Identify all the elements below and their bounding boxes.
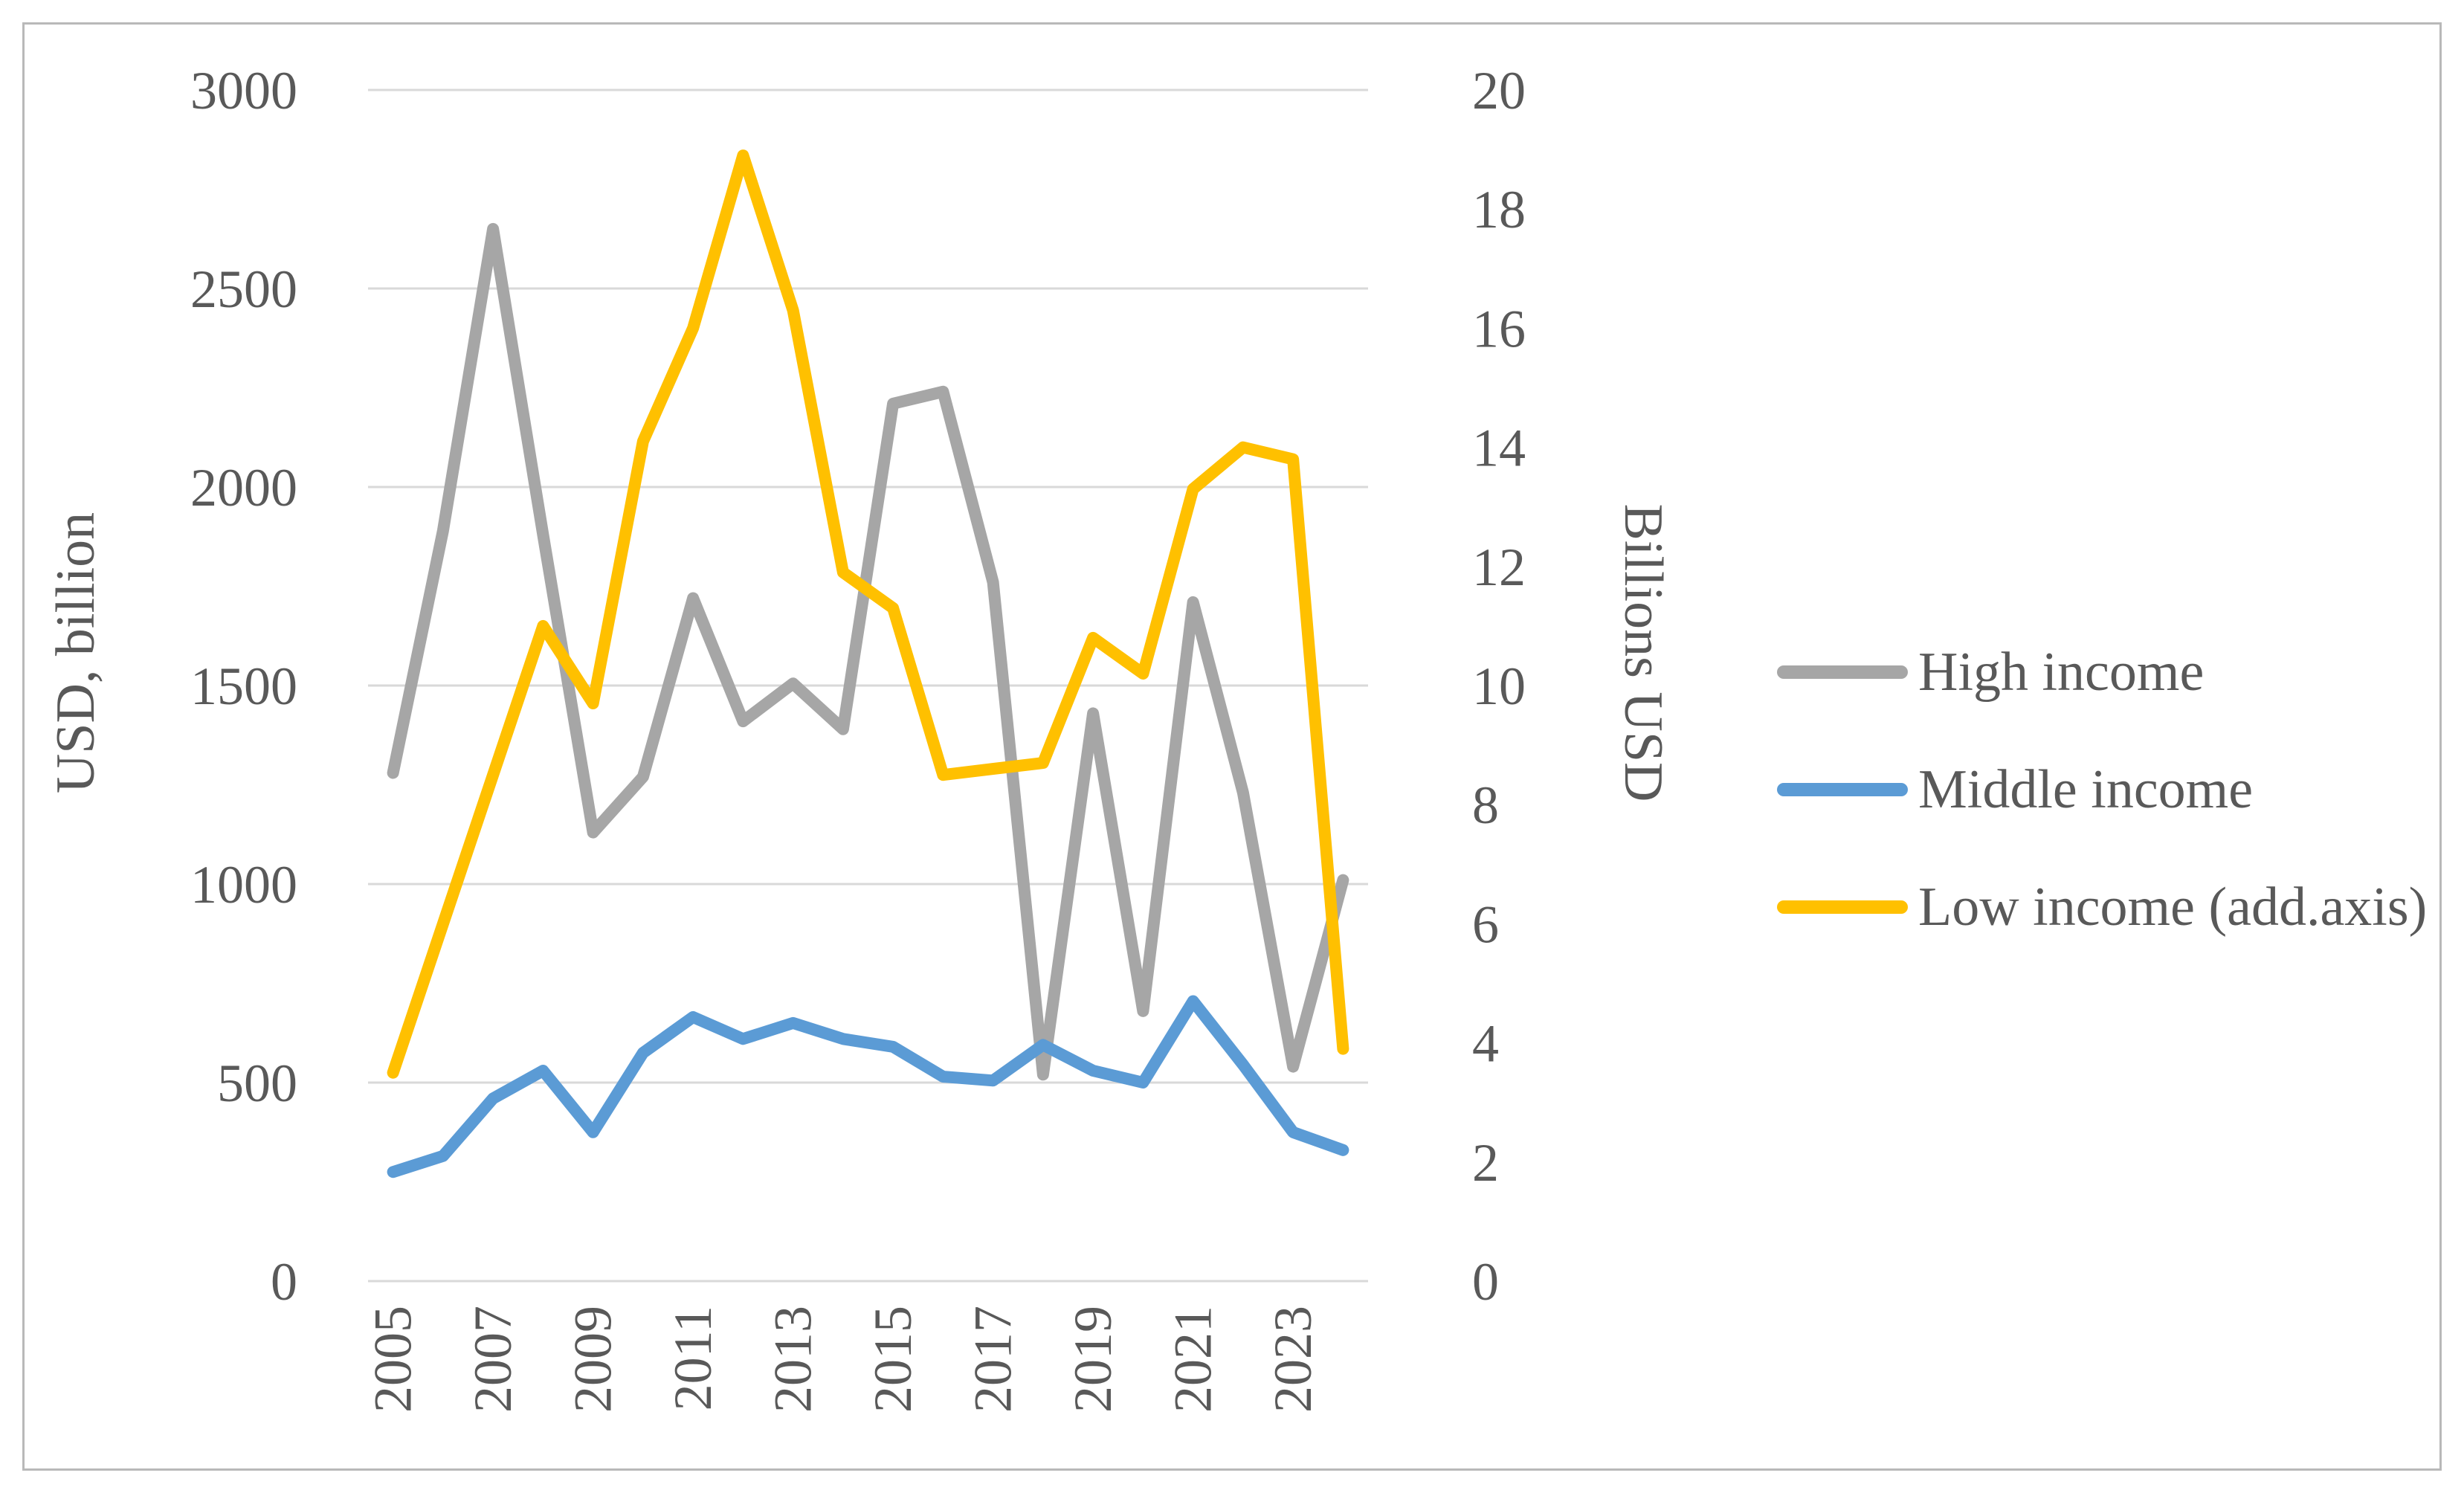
x-axis-tick-label: 2005	[364, 1306, 423, 1413]
legend-label: High income	[1918, 642, 2205, 703]
series-line-middle-income	[387, 995, 1349, 1178]
y-axis-right-tick-label: 6	[1472, 894, 1499, 954]
legend-swatch-low-income-icon	[1777, 900, 1908, 914]
x-axis-tick-label: 2009	[564, 1306, 623, 1413]
x-axis-tick-label: 2023	[1263, 1306, 1323, 1413]
x-axis-tick-label: 2011	[663, 1306, 723, 1410]
x-axis-tick-label: 2017	[964, 1306, 1023, 1413]
y-axis-left-tick-label: 2500	[190, 259, 297, 319]
left-axis-title: USD, billion	[45, 512, 106, 794]
y-axis-left-tick-label: 2000	[190, 458, 297, 517]
legend-label: Middle income	[1918, 759, 2254, 820]
x-axis-tick-label: 2015	[863, 1306, 923, 1413]
legend-item-middle-income: Middle income	[1777, 759, 2427, 820]
y-axis-right-tick-label: 2	[1472, 1133, 1499, 1193]
x-axis-tick-label: 2019	[1063, 1306, 1123, 1413]
legend-swatch-high-income-icon	[1777, 665, 1908, 679]
x-axis-tick-label: 2007	[463, 1306, 523, 1413]
legend-item-high-income: High income	[1777, 642, 2427, 703]
y-axis-left-tick-label: 500	[217, 1054, 297, 1113]
right-axis-title: Billions USD	[1613, 503, 1674, 802]
y-axis-left-tick-label: 1000	[190, 855, 297, 915]
y-axis-left-tick-label: 0	[271, 1252, 297, 1312]
series-line-high-income	[387, 222, 1349, 1081]
y-axis-right-tick-label: 12	[1472, 538, 1526, 597]
y-axis-right-tick-label: 4	[1472, 1014, 1499, 1074]
y-axis-right-tick-label: 8	[1472, 775, 1499, 835]
x-axis-tick-label: 2013	[764, 1306, 823, 1413]
x-axis-tick-label: 2021	[1164, 1306, 1223, 1413]
legend-swatch-middle-income-icon	[1777, 783, 1908, 796]
legend-item-low-income: Low income (add.axis)	[1777, 877, 2428, 938]
y-axis-right-tick-label: 14	[1472, 419, 1526, 478]
y-axis-right-tick-label: 10	[1472, 657, 1526, 716]
legend-label: Low income (add.axis)	[1918, 877, 2428, 938]
legend: High income Middle income Low income (ad…	[1777, 645, 2427, 998]
y-axis-left-tick-label: 1500	[190, 657, 297, 716]
y-axis-right-tick-label: 18	[1472, 180, 1526, 239]
y-axis-right-tick-label: 16	[1472, 299, 1526, 358]
y-axis-right-tick-label: 0	[1472, 1252, 1499, 1312]
y-axis-right-tick-label: 20	[1472, 61, 1526, 120]
y-axis-left-tick-label: 3000	[190, 61, 297, 120]
series-line-low-income-add-axis	[387, 149, 1349, 1079]
